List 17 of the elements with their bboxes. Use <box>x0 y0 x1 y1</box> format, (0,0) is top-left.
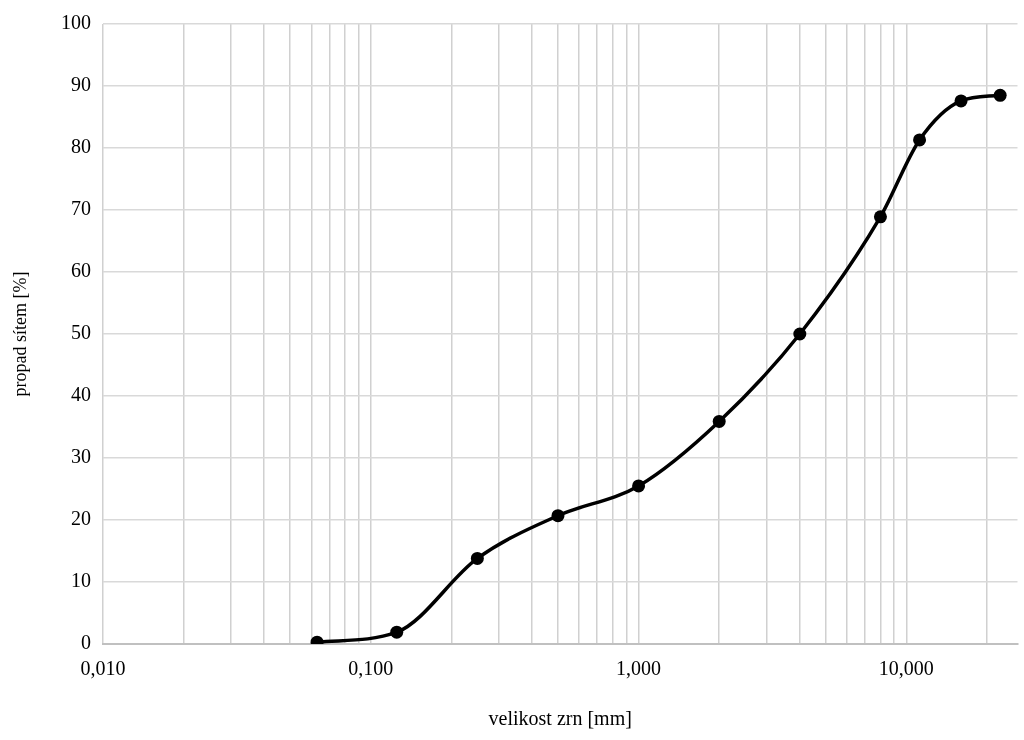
x-tick-label: 0,010 <box>80 657 126 680</box>
y-tick-label: 70 <box>71 197 91 220</box>
y-tick-label: 10 <box>71 569 91 592</box>
y-tick-label: 100 <box>61 11 91 34</box>
y-tick-label: 30 <box>71 445 91 468</box>
y-tick-label: 0 <box>81 631 91 654</box>
y-axis-title: propad sítem [%] <box>9 271 30 397</box>
y-tick-label: 50 <box>71 321 91 344</box>
x-tick-label: 10,000 <box>878 657 934 680</box>
y-tick-label: 60 <box>71 259 91 282</box>
y-tick-label: 40 <box>71 383 91 406</box>
x-tick-label: 1,000 <box>616 657 662 680</box>
y-tick-label: 20 <box>71 507 91 530</box>
x-axis-title: velikost zrn [mm] <box>488 707 632 730</box>
y-tick-label: 90 <box>71 73 91 96</box>
x-tick-label: 0,100 <box>348 657 394 680</box>
y-tick-label: 80 <box>71 135 91 158</box>
